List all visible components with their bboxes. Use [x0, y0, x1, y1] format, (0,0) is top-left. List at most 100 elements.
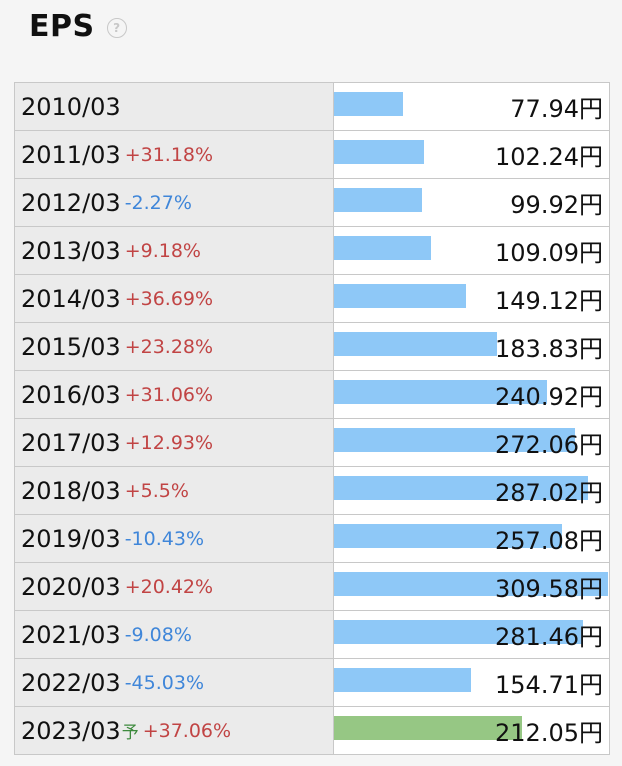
- bar-cell: 212.05円: [334, 707, 609, 754]
- row-label-cell: 2023/03 予 +37.06%: [15, 707, 334, 754]
- eps-value: 102.24円: [495, 143, 603, 171]
- row-label-cell: 2020/03 +20.42%: [15, 563, 334, 610]
- eps-value: 257.08円: [495, 527, 603, 555]
- row-label-cell: 2019/03 -10.43%: [15, 515, 334, 562]
- bar-cell: 77.94円: [334, 83, 609, 130]
- eps-value: 99.92円: [510, 191, 603, 219]
- eps-value: 309.58円: [495, 575, 603, 603]
- bar-cell: 109.09円: [334, 227, 609, 274]
- eps-bar: [334, 572, 608, 596]
- help-icon[interactable]: ?: [106, 18, 127, 38]
- eps-bar: [334, 524, 562, 548]
- fiscal-period-label: 2022/03: [21, 668, 121, 697]
- fiscal-period-label: 2021/03: [21, 620, 121, 649]
- header: EPS ?: [29, 6, 127, 46]
- eps-value: 272.06円: [495, 431, 603, 459]
- fiscal-period-label: 2011/03: [21, 140, 121, 169]
- forecast-mark: 予: [121, 723, 139, 743]
- change-percent: +36.69%: [124, 287, 214, 310]
- change-percent: +31.18%: [124, 143, 214, 166]
- table-row: 2019/03 -10.43% 257.08円: [15, 515, 609, 563]
- fiscal-period-label: 2010/03: [21, 92, 121, 121]
- bar-cell: 99.92円: [334, 179, 609, 226]
- table-row: 2020/03 +20.42% 309.58円: [15, 563, 609, 611]
- change-percent: -2.27%: [124, 191, 192, 214]
- eps-bar: [334, 380, 547, 404]
- eps-table: 2010/03 77.94円 2011/03 +31.18% 102.24円 2012/0…: [14, 82, 610, 755]
- table-row: 2012/03 -2.27% 99.92円: [15, 179, 609, 227]
- fiscal-period-label: 2015/03: [21, 332, 121, 361]
- table-row: 2013/03 +9.18% 109.09円: [15, 227, 609, 275]
- fiscal-period-label: 2018/03: [21, 476, 121, 505]
- fiscal-period-label: 2019/03: [21, 524, 121, 553]
- eps-bar: [334, 428, 575, 452]
- change-percent: +9.18%: [124, 239, 201, 262]
- eps-bar: [334, 236, 431, 260]
- change-percent: +5.5%: [124, 479, 189, 502]
- fiscal-period-label: 2012/03: [21, 188, 121, 217]
- row-label-cell: 2021/03 -9.08%: [15, 611, 334, 658]
- row-label-cell: 2012/03 -2.27%: [15, 179, 334, 226]
- eps-value: 183.83円: [495, 335, 603, 363]
- eps-value: 240.92円: [495, 383, 603, 411]
- eps-value: 154.71円: [495, 671, 603, 699]
- table-row: 2017/03 +12.93% 272.06円: [15, 419, 609, 467]
- row-label-cell: 2010/03: [15, 83, 334, 130]
- eps-value: 149.12円: [495, 287, 603, 315]
- bar-cell: 183.83円: [334, 323, 609, 370]
- bar-cell: 149.12円: [334, 275, 609, 322]
- table-row: 2010/03 77.94円: [15, 83, 609, 131]
- fiscal-period-label: 2016/03: [21, 380, 121, 409]
- change-percent: +20.42%: [124, 575, 214, 598]
- row-label-cell: 2014/03 +36.69%: [15, 275, 334, 322]
- change-percent: +37.06%: [142, 719, 232, 742]
- row-label-cell: 2011/03 +31.18%: [15, 131, 334, 178]
- table-row: 2022/03 -45.03% 154.71円: [15, 659, 609, 707]
- eps-value: 287.02円: [495, 479, 603, 507]
- fiscal-period-label: 2017/03: [21, 428, 121, 457]
- table-row: 2021/03 -9.08% 281.46円: [15, 611, 609, 659]
- change-percent: +23.28%: [124, 335, 214, 358]
- fiscal-period-label: 2023/03: [21, 716, 121, 745]
- table-row: 2011/03 +31.18% 102.24円: [15, 131, 609, 179]
- table-row: 2015/03 +23.28% 183.83円: [15, 323, 609, 371]
- bar-cell: 154.71円: [334, 659, 609, 706]
- eps-value: 281.46円: [495, 623, 603, 651]
- eps-bar: [334, 92, 403, 116]
- bar-cell: 272.06円: [334, 419, 609, 466]
- table-row: 2014/03 +36.69% 149.12円: [15, 275, 609, 323]
- bar-cell: 240.92円: [334, 371, 609, 418]
- row-label-cell: 2018/03 +5.5%: [15, 467, 334, 514]
- forecast-eps-bar: [334, 716, 522, 740]
- change-percent: +31.06%: [124, 383, 214, 406]
- table-row: 2018/03 +5.5% 287.02円: [15, 467, 609, 515]
- eps-bar: [334, 332, 497, 356]
- page-title: EPS: [29, 8, 95, 44]
- bar-cell: 281.46円: [334, 611, 609, 658]
- eps-value: 77.94円: [510, 95, 603, 123]
- fiscal-period-label: 2014/03: [21, 284, 121, 313]
- eps-bar: [334, 668, 471, 692]
- change-percent: -45.03%: [124, 671, 205, 694]
- change-percent: +12.93%: [124, 431, 214, 454]
- change-percent: -10.43%: [124, 527, 205, 550]
- bar-cell: 287.02円: [334, 467, 609, 514]
- fiscal-period-label: 2013/03: [21, 236, 121, 265]
- bar-cell: 257.08円: [334, 515, 609, 562]
- eps-bar: [334, 284, 466, 308]
- eps-bar: [334, 140, 424, 164]
- row-label-cell: 2016/03 +31.06%: [15, 371, 334, 418]
- eps-bar: [334, 188, 422, 212]
- eps-value: 109.09円: [495, 239, 603, 267]
- bar-cell: 102.24円: [334, 131, 609, 178]
- eps-bar: [334, 620, 583, 644]
- row-label-cell: 2013/03 +9.18%: [15, 227, 334, 274]
- bar-cell: 309.58円: [334, 563, 609, 610]
- row-label-cell: 2017/03 +12.93%: [15, 419, 334, 466]
- eps-value: 212.05円: [495, 719, 603, 747]
- change-percent: -9.08%: [124, 623, 192, 646]
- eps-bar: [334, 476, 588, 500]
- table-row: 2016/03 +31.06% 240.92円: [15, 371, 609, 419]
- table-row: 2023/03 予 +37.06% 212.05円: [15, 707, 609, 754]
- row-label-cell: 2015/03 +23.28%: [15, 323, 334, 370]
